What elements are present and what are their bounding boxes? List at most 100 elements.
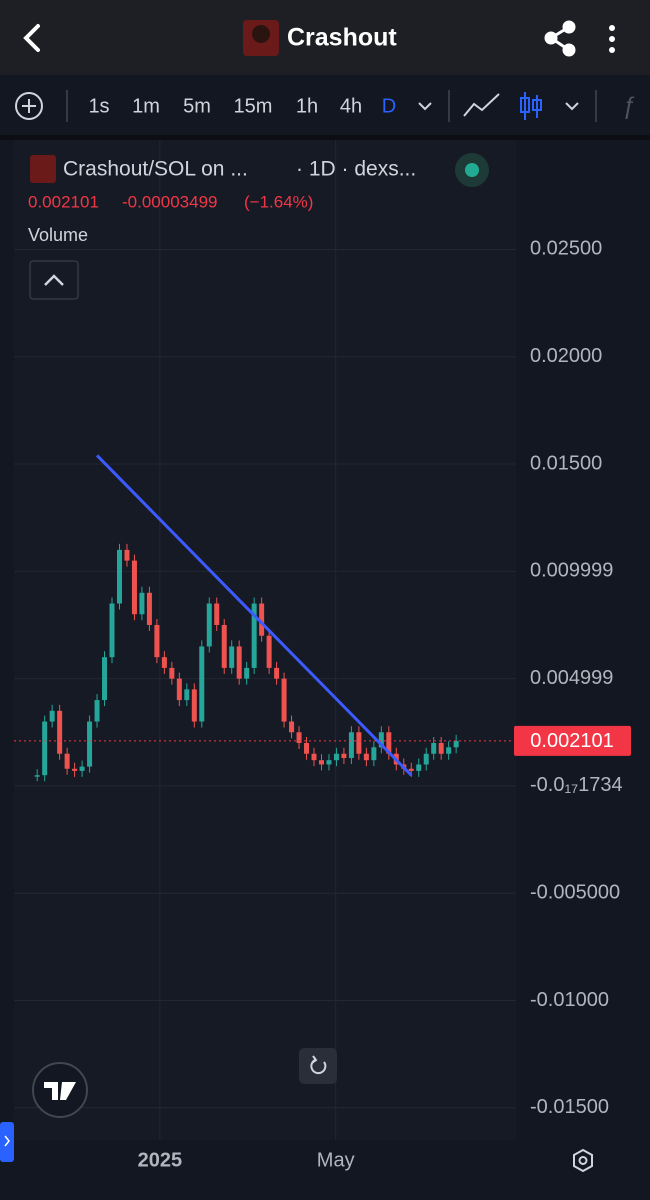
last-price-tag — [514, 725, 631, 756]
candle — [289, 721, 295, 733]
x-tick-label: 2025 — [138, 1149, 183, 1171]
candle — [42, 721, 48, 776]
candle — [57, 710, 63, 754]
legend-avatar — [30, 155, 56, 183]
plot-area — [14, 140, 516, 1140]
y-tick-label: 0.02000 — [530, 345, 602, 367]
share-button[interactable] — [544, 20, 576, 57]
y-tick-label: 0.009999 — [530, 560, 613, 582]
candle — [363, 753, 369, 761]
candle — [206, 603, 212, 647]
y-tick-label: -0.01500 — [530, 1096, 609, 1118]
reset-button[interactable] — [299, 1048, 337, 1084]
candle — [371, 747, 377, 761]
y-tick-label: 0.004999 — [530, 667, 613, 689]
candle — [34, 775, 40, 777]
candle — [116, 549, 122, 604]
candle — [356, 732, 362, 754]
tradingview-logo[interactable] — [32, 1062, 88, 1118]
candle — [154, 624, 160, 658]
candle — [296, 732, 302, 744]
candle — [251, 603, 257, 668]
candle — [72, 768, 78, 771]
candle — [131, 560, 137, 615]
line-chart-tool[interactable] — [463, 93, 500, 117]
candle — [341, 753, 347, 759]
candle — [333, 753, 339, 761]
back-button[interactable] — [23, 24, 40, 52]
settings-center — [578, 1156, 588, 1165]
candle — [94, 700, 100, 722]
candle — [214, 603, 220, 625]
candle — [408, 768, 414, 771]
settings-button[interactable] — [573, 1148, 593, 1173]
candle — [87, 721, 93, 767]
status-dot — [465, 163, 479, 177]
candle — [423, 753, 429, 765]
chart-type-dropdown[interactable] — [565, 102, 579, 111]
candle — [318, 760, 324, 765]
candle — [266, 635, 272, 668]
last-price-label: 0.002101 — [530, 730, 613, 752]
add-button[interactable] — [15, 92, 43, 120]
candle — [438, 743, 444, 754]
interval-button[interactable]: 5m — [183, 95, 211, 117]
interval-button[interactable]: D — [382, 95, 396, 117]
candle — [378, 732, 384, 748]
candle — [109, 603, 115, 658]
candle — [146, 592, 152, 625]
candle — [453, 740, 459, 748]
title: Crashout — [287, 24, 397, 52]
study-label: Volume — [28, 225, 88, 245]
menu-button[interactable] — [609, 25, 615, 53]
indicators-button[interactable]: ƒ — [622, 92, 635, 119]
y-tick-label: 0.02500 — [530, 238, 602, 260]
candle — [64, 753, 70, 769]
candle — [244, 667, 250, 679]
side-tab[interactable] — [0, 1122, 14, 1162]
side-tab-arrow — [4, 1135, 10, 1147]
candle — [169, 667, 175, 679]
candle — [124, 549, 130, 561]
interval-button[interactable]: 1h — [296, 95, 318, 117]
candle — [304, 743, 310, 754]
legend-symbol: Crashout/SOL on ... — [63, 158, 248, 181]
interval-button[interactable]: 15m — [234, 95, 273, 117]
separator — [0, 135, 650, 140]
candle — [184, 689, 190, 701]
candle — [348, 732, 354, 759]
interval-button[interactable]: 4h — [340, 95, 362, 117]
avatar-face — [252, 25, 270, 43]
candle — [161, 657, 167, 668]
candle — [79, 766, 85, 771]
candle — [191, 689, 197, 722]
y-tick-label: -0.0₁₇1734 — [530, 774, 623, 796]
candle — [431, 743, 437, 754]
interval-button[interactable]: 1s — [88, 95, 109, 117]
candle — [221, 624, 227, 668]
candle — [446, 747, 452, 754]
y-tick-label: 0.01500 — [530, 452, 602, 474]
y-tick-label: -0.01000 — [530, 989, 609, 1011]
top-bar — [0, 0, 650, 75]
candle — [236, 646, 242, 679]
collapse-legend-button[interactable] — [29, 260, 79, 300]
candle — [49, 710, 55, 722]
candle — [311, 753, 317, 761]
interval-dropdown[interactable] — [418, 102, 432, 111]
candle — [326, 760, 332, 765]
candle-type-button[interactable] — [520, 92, 542, 120]
legend-last: 0.002101 — [28, 192, 99, 211]
candle — [139, 592, 145, 615]
interval-button[interactable]: 1m — [132, 95, 160, 117]
candle — [259, 603, 265, 636]
y-tick-label: -0.005000 — [530, 882, 620, 904]
candle — [229, 646, 235, 668]
trendline — [95, 454, 413, 777]
candle — [281, 678, 287, 722]
candle — [199, 646, 205, 722]
legend-change-pct: (−1.64%) — [244, 192, 313, 211]
candle — [176, 678, 182, 701]
